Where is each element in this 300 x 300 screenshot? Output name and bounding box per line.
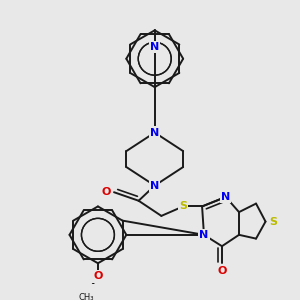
Text: CH₃: CH₃ (79, 292, 94, 300)
Text: N: N (150, 42, 159, 52)
Text: N: N (199, 230, 208, 240)
Text: S: S (179, 201, 187, 212)
Text: N: N (221, 192, 230, 202)
Text: S: S (269, 217, 277, 226)
Text: N: N (150, 128, 159, 138)
Text: O: O (217, 266, 227, 276)
Text: N: N (150, 181, 159, 190)
Text: O: O (102, 187, 111, 197)
Text: O: O (93, 272, 103, 281)
